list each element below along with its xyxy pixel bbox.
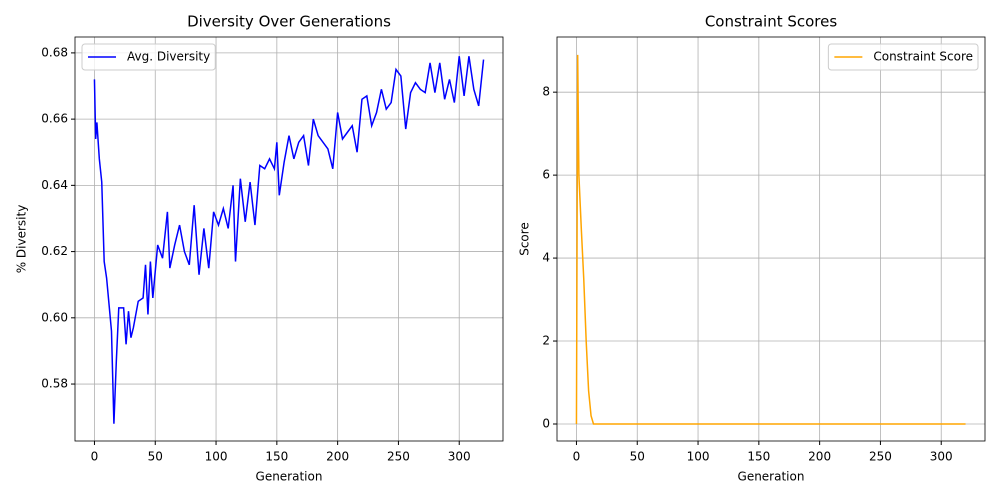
x-tick-label: 50 <box>148 450 163 464</box>
chart-title: Constraint Scores <box>705 13 838 31</box>
x-tick-label: 200 <box>326 450 349 464</box>
x-tick-label: 100 <box>687 450 710 464</box>
x-tick-label: 300 <box>930 450 953 464</box>
y-tick-label: 0.58 <box>41 377 68 391</box>
legend-box <box>827 43 979 71</box>
y-tick-label: 0.68 <box>41 45 68 59</box>
x-tick-label: 250 <box>869 450 892 464</box>
data-line <box>575 54 966 425</box>
y-tick-label: 0 <box>542 416 550 430</box>
y-axis-label: % Diversity <box>15 205 29 274</box>
x-tick-label: 300 <box>448 450 471 464</box>
chart-title: Diversity Over Generations <box>187 13 391 31</box>
legend-label: Avg. Diversity <box>127 50 210 64</box>
legend-label: Constraint Score <box>873 50 973 64</box>
x-axis-label: Generation <box>256 470 323 484</box>
y-tick-label: 4 <box>542 251 550 265</box>
x-tick-label: 150 <box>747 450 770 464</box>
x-axis-label: Generation <box>738 470 805 484</box>
legend: Avg. Diversity <box>81 43 216 71</box>
legend: Constraint Score <box>827 43 979 71</box>
y-tick-label: 2 <box>542 334 550 348</box>
y-tick-label: 0.62 <box>41 244 68 258</box>
y-tick-label: 8 <box>542 85 550 99</box>
y-tick-label: 0.60 <box>41 310 68 324</box>
y-tick-label: 6 <box>542 168 550 182</box>
x-tick-label: 250 <box>387 450 410 464</box>
plot-frame <box>556 36 986 442</box>
x-tick-label: 0 <box>91 450 99 464</box>
legend-box <box>81 43 216 71</box>
x-tick-label: 0 <box>573 450 581 464</box>
x-tick-label: 150 <box>265 450 288 464</box>
y-axis-label: Score <box>518 222 532 256</box>
plot-frame <box>74 36 504 442</box>
x-tick-label: 100 <box>205 450 228 464</box>
x-tick-label: 200 <box>808 450 831 464</box>
y-tick-label: 0.66 <box>41 112 68 126</box>
x-tick-label: 50 <box>630 450 645 464</box>
y-tick-label: 0.64 <box>41 178 68 192</box>
data-line <box>93 56 485 424</box>
